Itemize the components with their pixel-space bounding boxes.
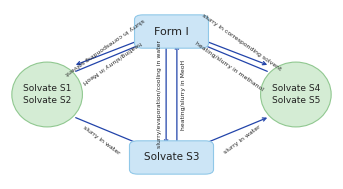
Text: slurry in corresponding solvent: slurry in corresponding solvent [201,13,282,72]
Text: heating/slurry in methanol: heating/slurry in methanol [194,40,264,91]
Text: Solvate S1
Solvate S2: Solvate S1 Solvate S2 [23,84,71,105]
Text: slurry/evaporation/cooling in water: slurry/evaporation/cooling in water [157,40,162,149]
Text: slurry in corresponding solvent: slurry in corresponding solvent [63,17,145,76]
Text: heating/slurry in MeoH: heating/slurry in MeoH [181,59,186,130]
Text: heating/slurry in MeoH: heating/slurry in MeoH [81,40,141,84]
Text: slurry in water: slurry in water [82,125,120,155]
FancyBboxPatch shape [129,141,213,174]
FancyBboxPatch shape [134,15,209,48]
Ellipse shape [12,62,82,127]
Text: Solvate S4
Solvate S5: Solvate S4 Solvate S5 [272,84,320,105]
Text: Solvate S3: Solvate S3 [144,153,199,163]
Text: slurry in water: slurry in water [223,125,261,155]
Text: Form I: Form I [154,26,189,36]
Ellipse shape [261,62,331,127]
